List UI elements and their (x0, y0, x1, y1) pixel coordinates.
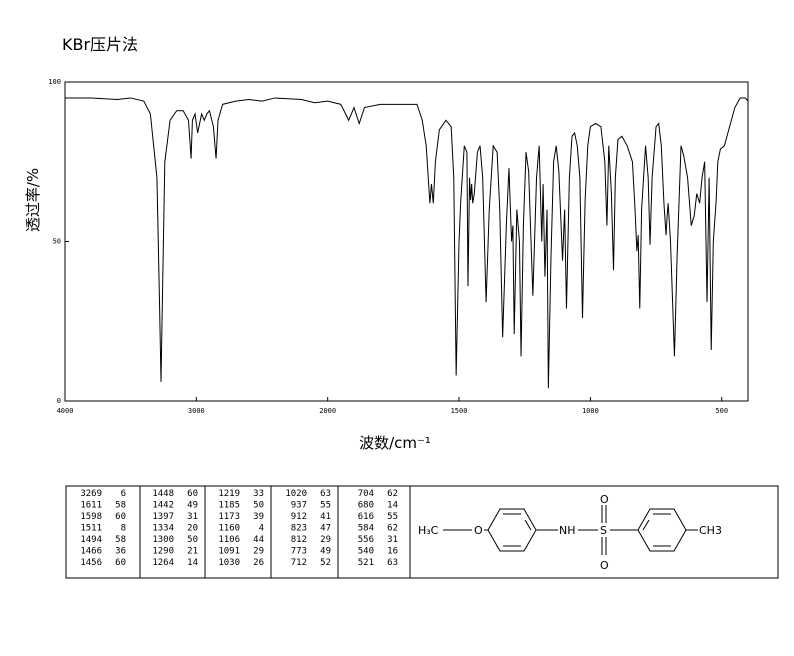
peak-transmittance: 62 (387, 489, 398, 499)
peak-transmittance: 14 (387, 501, 398, 511)
spectrum-line (65, 97, 749, 389)
peak-wavenumber: 1173 (218, 512, 240, 522)
peak-wavenumber: 1511 (80, 524, 102, 534)
peak-wavenumber: 1494 (80, 535, 102, 545)
peak-transmittance: 55 (320, 501, 331, 511)
peak-transmittance: 49 (187, 501, 198, 511)
x-tick-label: 3000 (188, 407, 205, 415)
peak-transmittance: 47 (320, 524, 331, 534)
x-tick-label: 2000 (319, 407, 336, 415)
peak-wavenumber: 1598 (80, 512, 102, 522)
atom-label: CH3 (699, 524, 722, 537)
peak-transmittance: 21 (187, 547, 198, 557)
peak-wavenumber: 773 (291, 547, 307, 557)
ring (637, 508, 687, 552)
peak-wavenumber: 704 (358, 489, 374, 499)
peak-transmittance: 29 (320, 535, 331, 545)
peak-wavenumber: 1030 (218, 558, 240, 568)
peak-wavenumber: 1106 (218, 535, 240, 545)
peak-transmittance: 31 (387, 535, 398, 545)
x-tick-label: 4000 (57, 407, 74, 415)
peak-transmittance: 29 (253, 547, 264, 557)
peak-transmittance: 44 (253, 535, 264, 545)
structure (443, 505, 698, 555)
peak-wavenumber: 1160 (218, 524, 240, 534)
peak-wavenumber: 584 (358, 524, 374, 534)
atom-label: O (474, 524, 483, 537)
peak-transmittance: 60 (115, 558, 126, 568)
peak-wavenumber: 1334 (152, 524, 174, 534)
peak-transmittance: 49 (320, 547, 331, 557)
peak-wavenumber: 1290 (152, 547, 174, 557)
peak-wavenumber: 712 (291, 558, 307, 568)
chart-title: KBr压片法 (62, 35, 138, 54)
peak-wavenumber: 616 (358, 512, 374, 522)
peak-wavenumber: 912 (291, 512, 307, 522)
peak-transmittance: 41 (320, 512, 331, 522)
peak-wavenumber: 812 (291, 535, 307, 545)
peak-transmittance: 60 (187, 489, 198, 499)
peak-wavenumber: 1611 (80, 501, 102, 511)
peak-wavenumber: 3269 (80, 489, 102, 499)
bond (642, 519, 650, 531)
x-tick-label: 1500 (451, 407, 468, 415)
peak-wavenumber: 1185 (218, 501, 240, 511)
peak-transmittance: 16 (387, 547, 398, 557)
y-tick-label: 0 (57, 397, 61, 405)
peak-transmittance: 20 (187, 524, 198, 534)
peak-transmittance: 50 (187, 535, 198, 545)
x-axis-label: 波数/cm⁻¹ (359, 434, 431, 452)
peak-transmittance: 55 (387, 512, 398, 522)
peak-wavenumber: 1020 (285, 489, 307, 499)
peak-wavenumber: 1300 (152, 535, 174, 545)
peak-transmittance: 26 (253, 558, 264, 568)
peak-transmittance: 63 (387, 558, 398, 568)
y-tick-label: 100 (48, 78, 61, 86)
peak-transmittance: 58 (115, 535, 126, 545)
atom-label: NH (559, 524, 576, 537)
peak-wavenumber: 1091 (218, 547, 240, 557)
atom-label: O (600, 559, 609, 572)
atom-label: H₃C (418, 524, 439, 537)
peak-transmittance: 36 (115, 547, 126, 557)
peak-wavenumber: 1456 (80, 558, 102, 568)
peak-wavenumber: 1466 (80, 547, 102, 557)
atom-label: O (600, 493, 609, 506)
peak-wavenumber: 1397 (152, 512, 174, 522)
peak-wavenumber: 937 (291, 501, 307, 511)
peak-transmittance: 58 (115, 501, 126, 511)
y-tick-label: 50 (53, 238, 61, 246)
peak-wavenumber: 680 (358, 501, 374, 511)
peak-transmittance: 4 (259, 524, 264, 534)
atom-label: S (600, 524, 607, 537)
peak-transmittance: 60 (115, 512, 126, 522)
bond (524, 519, 532, 531)
peak-wavenumber: 1264 (152, 558, 174, 568)
peak-transmittance: 62 (387, 524, 398, 534)
peak-transmittance: 14 (187, 558, 198, 568)
peak-transmittance: 63 (320, 489, 331, 499)
peak-transmittance: 39 (253, 512, 264, 522)
y-axis-label: 透过率/% (24, 168, 42, 232)
plot-frame (64, 81, 749, 402)
peak-transmittance: 6 (121, 489, 126, 499)
peak-transmittance: 8 (121, 524, 126, 534)
peak-wavenumber: 823 (291, 524, 307, 534)
peak-wavenumber: 1442 (152, 501, 174, 511)
peak-transmittance: 52 (320, 558, 331, 568)
peak-transmittance: 31 (187, 512, 198, 522)
ring (487, 508, 537, 552)
x-tick-label: 1000 (582, 407, 599, 415)
peak-wavenumber: 521 (358, 558, 374, 568)
x-tick-label: 500 (715, 407, 728, 415)
peak-wavenumber: 1448 (152, 489, 174, 499)
table-frame (65, 485, 779, 579)
peak-wavenumber: 540 (358, 547, 374, 557)
peak-transmittance: 33 (253, 489, 264, 499)
peak-wavenumber: 1219 (218, 489, 240, 499)
peak-transmittance: 50 (253, 501, 264, 511)
peak-wavenumber: 556 (358, 535, 374, 545)
